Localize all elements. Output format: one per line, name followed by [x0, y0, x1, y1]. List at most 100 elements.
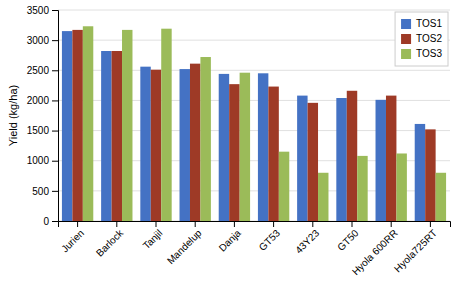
grid: [58, 10, 450, 221]
bar: [122, 30, 132, 221]
tick-label: Danja: [217, 227, 244, 254]
tick-label: 3000: [27, 35, 50, 46]
bar: [190, 64, 200, 221]
tick-mark: [52, 100, 58, 101]
x-tick: Hyola725RT: [392, 221, 439, 274]
bar: [297, 96, 307, 221]
y-axis-title: Yield (kg/ha): [7, 85, 19, 146]
legend-label: TOS3: [416, 48, 442, 59]
tick-label: Hyola725RT: [392, 227, 439, 274]
y-axis: 0 500 1000 1500 2000 2500 3000 3500: [27, 5, 59, 227]
bar: [240, 73, 250, 221]
tick-mark: [116, 221, 117, 227]
bar: [180, 69, 190, 221]
tick-label: 1000: [27, 155, 50, 166]
tick-mark: [352, 221, 353, 227]
tick-label: 3500: [27, 5, 50, 16]
bar: [62, 31, 72, 221]
bar-series: [83, 26, 446, 221]
y-tick: 2500: [27, 65, 58, 76]
tick-mark: [52, 131, 58, 132]
tick-mark: [52, 191, 58, 192]
tick-label: 500: [32, 186, 49, 197]
tick-label: Barlock: [94, 227, 126, 259]
x-tick: Mandelup: [165, 221, 204, 266]
bar: [258, 73, 268, 221]
y-tick: 0: [43, 216, 58, 227]
y-tick: 2000: [27, 95, 58, 106]
bars: [62, 26, 446, 221]
tick-mark: [52, 70, 58, 71]
bar: [436, 173, 446, 221]
bar: [219, 74, 229, 221]
tick-label: 43Y23: [293, 227, 322, 256]
tick-mark: [234, 221, 235, 227]
legend-swatch: [401, 19, 411, 29]
tick-label: 0: [43, 216, 49, 227]
bar: [308, 103, 318, 221]
tick-mark: [195, 221, 196, 227]
tick-label: Tanjil: [141, 227, 165, 251]
bar: [415, 124, 425, 221]
grid-line: [58, 40, 450, 41]
x-tick: GT53: [257, 221, 283, 253]
y-tick: 3500: [27, 5, 58, 16]
tick-label: GT50: [335, 227, 361, 253]
tick-mark: [52, 40, 58, 41]
tick-mark: [391, 221, 392, 227]
tick-mark: [156, 221, 157, 227]
bar: [376, 100, 386, 221]
legend-swatch: [401, 49, 411, 59]
y-tick: 500: [32, 186, 58, 197]
x-tick: Hyola 600RR: [350, 221, 400, 277]
tick-label: Mandelup: [165, 227, 204, 266]
x-tick: Barlock: [94, 221, 126, 259]
bar: [318, 173, 328, 221]
bar: [268, 87, 278, 221]
tick-label: 2000: [27, 95, 50, 106]
legend-label: TOS1: [416, 18, 442, 29]
x-tick: Tanjil: [141, 221, 165, 251]
tick-mark: [273, 221, 274, 227]
tick-label: Jurien: [59, 227, 86, 254]
bar: [140, 67, 150, 221]
chart-svg: 0 500 1000 1500 2000 2500 3000 3500 Jurien Barloc…: [0, 0, 462, 287]
tick-mark: [52, 10, 58, 11]
x-tick: Jurien: [59, 221, 86, 254]
y-tick: 3000: [27, 35, 58, 46]
x-tick: GT50: [335, 221, 361, 253]
legend-swatch: [401, 34, 411, 44]
axis-line: [52, 11, 59, 222]
bar: [83, 26, 93, 221]
y-tick: 1000: [27, 155, 58, 166]
tick-mark: [77, 221, 78, 227]
legend-frame: [395, 12, 448, 66]
plot-area: 0 500 1000 1500 2000 2500 3000 3500 Jurien Barloc…: [27, 5, 451, 278]
legend: TOS1TOS2TOS3: [395, 12, 448, 66]
x-axis: Jurien Barlock TanjilMandelup Danja GT53 43Y2…: [59, 221, 451, 277]
tick-label: 2500: [27, 65, 50, 76]
tick-label: Hyola 600RR: [350, 227, 400, 277]
y-tick: 1500: [27, 125, 58, 136]
bar: [151, 70, 161, 221]
axis-line: [59, 222, 451, 228]
legend-item: TOS1: [401, 18, 442, 29]
bar: [336, 98, 346, 221]
tick-mark: [312, 221, 313, 227]
bar: [101, 51, 111, 221]
legend-item: TOS3: [401, 48, 442, 59]
bar: [200, 57, 210, 221]
bar: [229, 84, 239, 221]
bar: [279, 152, 289, 221]
bar: [396, 153, 406, 221]
bar-series: [62, 31, 425, 221]
bar: [112, 51, 122, 221]
bar: [72, 30, 82, 221]
bar: [161, 29, 171, 221]
bar: [386, 96, 396, 221]
bar-series: [72, 30, 435, 221]
tick-label: 1500: [27, 125, 50, 136]
bar: [425, 129, 435, 221]
tick-mark: [52, 221, 58, 222]
grid-line: [58, 10, 450, 11]
